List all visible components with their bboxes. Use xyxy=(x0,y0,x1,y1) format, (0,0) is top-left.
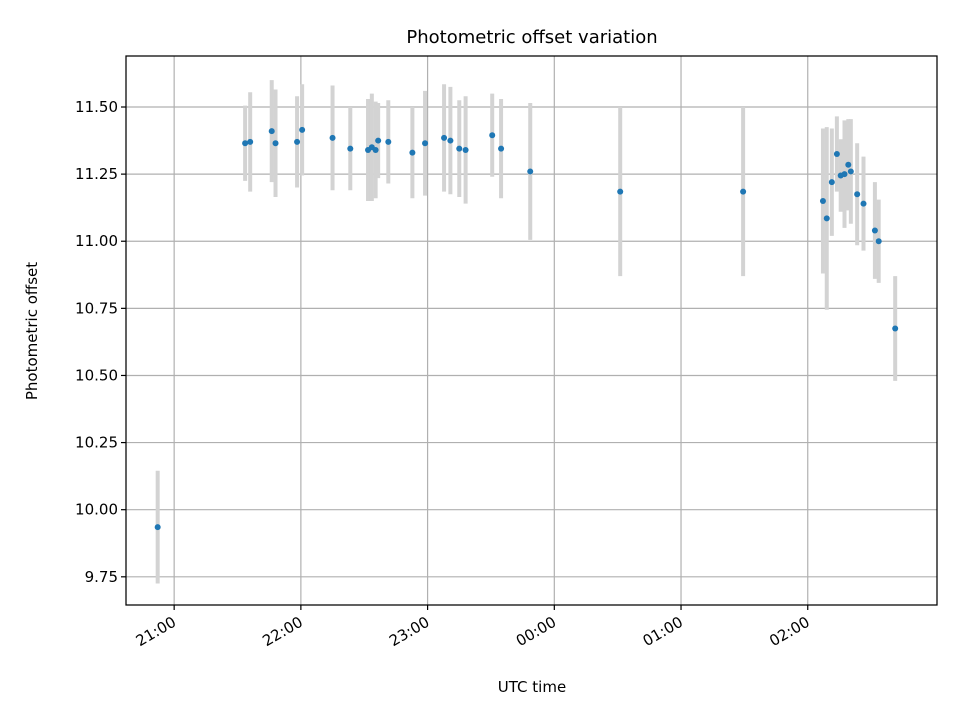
data-point xyxy=(422,140,429,147)
data-point xyxy=(819,197,826,204)
y-tick-label: 11.25 xyxy=(75,165,118,183)
data-point xyxy=(828,179,835,186)
data-point xyxy=(854,191,861,198)
data-point xyxy=(617,188,624,195)
data-point xyxy=(845,161,852,168)
data-point xyxy=(892,325,899,332)
data-point xyxy=(242,140,249,147)
data-point xyxy=(329,134,336,141)
data-point xyxy=(740,188,747,195)
y-tick-label: 9.75 xyxy=(85,568,118,586)
data-point xyxy=(268,128,275,135)
y-tick-label: 10.75 xyxy=(75,299,118,317)
data-point xyxy=(375,137,382,144)
y-tick-label: 11.50 xyxy=(75,98,118,116)
data-points xyxy=(154,126,899,531)
data-point xyxy=(299,126,306,133)
y-tick-label: 10.00 xyxy=(75,501,118,519)
data-point xyxy=(447,137,454,144)
data-point xyxy=(154,524,161,531)
data-point xyxy=(409,149,416,156)
y-tick-label: 11.00 xyxy=(75,232,118,250)
data-point xyxy=(385,138,392,145)
data-point xyxy=(860,200,867,207)
data-point xyxy=(527,168,534,175)
data-point xyxy=(871,227,878,234)
data-point xyxy=(498,145,505,152)
data-point xyxy=(456,145,463,152)
y-tick-label: 10.25 xyxy=(75,434,118,452)
data-point xyxy=(372,146,379,153)
data-point xyxy=(462,146,469,153)
data-point xyxy=(847,168,854,175)
data-point xyxy=(347,145,354,152)
data-point xyxy=(833,150,840,157)
data-point xyxy=(272,140,279,147)
y-axis-ticks: 9.75 10.00 10.25 10.50 10.75 11.00 11.25 11.50 xyxy=(75,98,126,586)
x-axis-label: UTC time xyxy=(498,678,566,696)
data-point xyxy=(489,132,496,139)
data-point xyxy=(875,238,882,245)
data-point xyxy=(823,215,830,222)
data-point xyxy=(841,171,848,178)
y-axis-label: Photometric offset xyxy=(23,262,41,400)
data-point xyxy=(441,134,448,141)
y-tick-label: 10.50 xyxy=(75,366,118,384)
data-point xyxy=(247,138,254,145)
chart-title: Photometric offset variation xyxy=(406,27,657,48)
plot-frame xyxy=(125,55,938,606)
data-point xyxy=(294,138,301,145)
